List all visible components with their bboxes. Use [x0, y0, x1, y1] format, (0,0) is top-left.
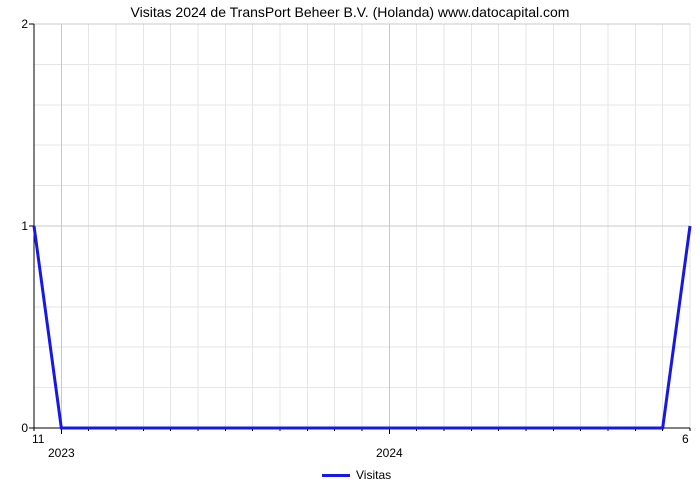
- legend-swatch: [322, 474, 350, 477]
- chart-svg: [34, 24, 690, 428]
- plot-area: [34, 24, 690, 428]
- legend-label: Visitas: [356, 468, 391, 482]
- legend: Visitas: [322, 468, 391, 482]
- y-tick-label: 2: [8, 17, 28, 31]
- chart-title: Visitas 2024 de TransPort Beheer B.V. (H…: [0, 4, 700, 20]
- x-axis-end-label: 6: [682, 432, 689, 446]
- x-tick-label: 2024: [376, 446, 403, 460]
- x-axis-start-label: 11: [32, 432, 44, 446]
- y-tick-label: 0: [8, 421, 28, 435]
- y-tick-label: 1: [8, 219, 28, 233]
- x-tick-label: 2023: [48, 446, 75, 460]
